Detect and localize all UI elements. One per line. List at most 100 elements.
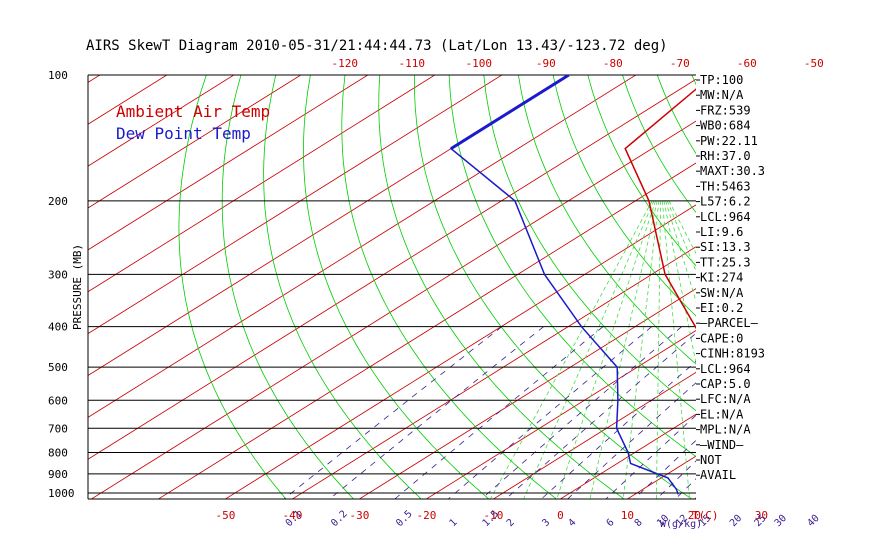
index-label: LI:9.6 — [700, 225, 743, 239]
dry-adiabat-line — [303, 75, 490, 499]
index-label: KI:274 — [700, 271, 743, 285]
dry-adiabat-line — [448, 75, 696, 458]
pressure-tick-label: 200 — [48, 195, 68, 208]
pressure-tick-label: 1000 — [48, 487, 75, 500]
index-label: SI:13.3 — [700, 240, 751, 254]
pressure-tick-label: 500 — [48, 361, 68, 374]
index-label: PW:22.11 — [700, 134, 758, 148]
mixing-ratio-line — [394, 326, 604, 499]
isotherm-line — [492, 371, 696, 499]
index-label: —WIND— — [700, 438, 744, 452]
bottom-temp-tick-label: -20 — [416, 509, 436, 522]
pressure-tick-label: 800 — [48, 446, 68, 459]
index-label: —PARCEL— — [700, 316, 759, 330]
dry-adiabat-line — [796, 75, 870, 502]
top-temp-tick-label: -70 — [670, 57, 690, 70]
index-label: TH:5463 — [700, 179, 751, 193]
index-label: NOT — [700, 453, 722, 467]
mixing-ratio-tick-label: 4 — [566, 517, 578, 529]
dry-adiabat-line — [178, 75, 287, 499]
index-label: MPL:N/A — [700, 423, 751, 437]
top-temp-tick-label: -90 — [536, 57, 556, 70]
index-label: LFC:N/A — [700, 392, 751, 406]
mixing-ratio-tick-label: 40 — [805, 513, 821, 529]
dry-adiabat-line — [341, 75, 558, 499]
dry-adiabat-line — [483, 75, 696, 412]
series-lines — [449, 75, 696, 495]
isotherm-line — [157, 162, 696, 499]
y-axis-label: PRESSURE (MB) — [71, 244, 84, 330]
bottom-temp-tick-label: -30 — [349, 509, 369, 522]
index-label: TP:100 — [700, 73, 743, 87]
chart-title: AIRS SkewT Diagram 2010-05-31/21:44:44.7… — [86, 38, 668, 54]
mixing-ratio-tick-label: 8 — [633, 517, 645, 529]
moist-adiabat-line — [663, 200, 696, 366]
isotherm-line — [88, 75, 503, 335]
isotherm-line — [88, 75, 436, 293]
mixing-ratio-line — [328, 326, 544, 499]
isotherm-line — [88, 75, 570, 376]
bottom-temp-tick-label: -40 — [282, 509, 302, 522]
dry-adiabat-line — [378, 75, 625, 499]
isotherm-line — [822, 75, 870, 503]
dry-adiabat-line — [221, 75, 355, 499]
isotherm-line — [224, 204, 696, 499]
mixing-ratio-tick-label: 0.2 — [329, 509, 350, 530]
bottom-temp-tick-label: 30 — [755, 509, 768, 522]
isotherm-line — [358, 288, 696, 499]
mixing-ratio-line — [772, 327, 870, 502]
index-label: EL:N/A — [700, 407, 744, 421]
mixing-ratio-line — [805, 327, 870, 502]
mixing-ratio-label: W(g/kg) — [660, 519, 702, 530]
chart-grid — [88, 75, 870, 503]
mixing-ratio-tick-label: 6 — [605, 517, 617, 529]
dry-adiabat-line — [263, 75, 422, 499]
pressure-tick-label: 900 — [48, 468, 68, 481]
pressure-tick-label: 400 — [48, 321, 68, 334]
mixing-ratio-tick-label: 30 — [773, 513, 789, 529]
index-label: CINH:8193 — [700, 347, 765, 361]
isotherm-line — [88, 75, 235, 167]
pressure-tick-label: 100 — [48, 69, 68, 82]
mixing-ratio-line — [505, 332, 696, 499]
moist-adiabat-line — [661, 200, 690, 499]
mixing-ratio-line — [605, 414, 696, 499]
dry-adiabat-line — [865, 75, 870, 502]
top-temp-tick-label: -120 — [332, 57, 359, 70]
isotherm-line — [88, 75, 637, 418]
bottom-temp-tick-label: 20 — [688, 509, 701, 522]
dew-point-top-segment — [450, 75, 570, 150]
dry-adiabat-line — [831, 75, 870, 502]
bottom-temp-tick-label: -50 — [215, 509, 235, 522]
mixing-ratio-tick-label: 1 — [448, 517, 460, 529]
temperature-profile-line — [624, 88, 696, 330]
isotherm-line — [559, 413, 696, 499]
index-label: LCL:964 — [700, 362, 751, 376]
index-label: TT:25.3 — [700, 255, 751, 269]
mixing-ratio-line — [633, 439, 696, 499]
index-label: MAXT:30.3 — [700, 164, 765, 178]
isotherm-line — [88, 75, 101, 83]
index-label: EI:0.2 — [700, 301, 743, 315]
moist-adiabat-line — [656, 200, 661, 499]
x-axis-label: T(C) — [692, 509, 719, 522]
isotherm-line — [425, 330, 696, 499]
dry-adiabat-line — [518, 75, 696, 365]
index-label: CAP:5.0 — [700, 377, 751, 391]
isotherm-line — [90, 120, 696, 499]
index-label: CAPE:0 — [700, 331, 743, 345]
isotherm-line — [88, 75, 369, 251]
top-temp-tick-label: -80 — [603, 57, 623, 70]
pressure-tick-label: 300 — [48, 268, 68, 281]
isobars — [87, 74, 696, 500]
bottom-temp-tick-label: 10 — [621, 509, 634, 522]
dew-point-profile-line — [449, 75, 679, 495]
index-label: RH:37.0 — [700, 149, 751, 163]
index-label: LCL:964 — [700, 210, 751, 224]
mixing-ratio-line — [480, 326, 682, 499]
mixing-ratio-line — [567, 382, 696, 499]
mixing-ratio-tick-label: 0.5 — [394, 509, 415, 530]
